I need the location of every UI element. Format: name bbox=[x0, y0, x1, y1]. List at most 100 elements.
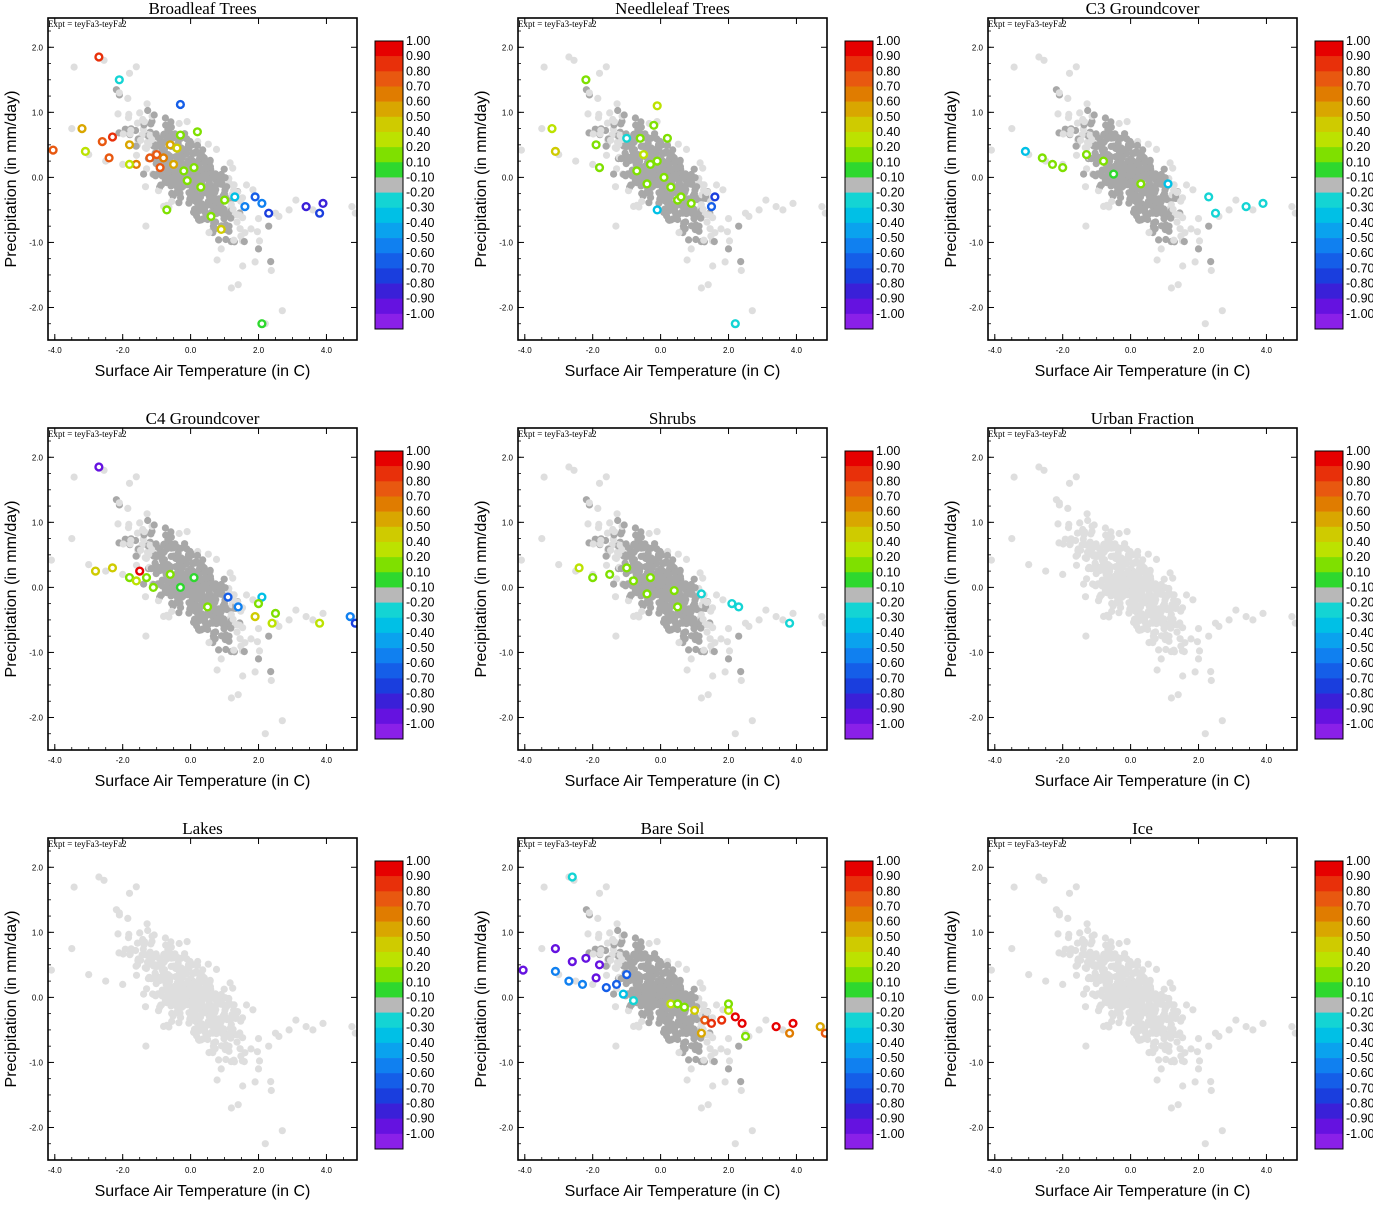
y-axis-label: Precipitation (in mm/day) bbox=[943, 501, 960, 678]
background-point bbox=[1128, 578, 1135, 585]
background-point bbox=[1090, 581, 1097, 588]
background-point bbox=[699, 165, 706, 172]
x-tick-label: 2.0 bbox=[723, 756, 735, 765]
background-point bbox=[141, 118, 148, 125]
colorbar-label: -0.40 bbox=[1346, 216, 1373, 230]
background-point bbox=[651, 966, 658, 973]
background-point bbox=[1119, 177, 1126, 184]
colorbar-swatch bbox=[1315, 481, 1343, 496]
background-point bbox=[762, 607, 769, 614]
background-point bbox=[762, 197, 769, 204]
background-point bbox=[222, 236, 229, 243]
data-point bbox=[712, 194, 719, 201]
background-point bbox=[114, 930, 121, 937]
background-point bbox=[612, 1043, 619, 1050]
colorbar-swatch bbox=[375, 876, 403, 891]
panel-title: Urban Fraction bbox=[1091, 409, 1195, 428]
background-point bbox=[114, 520, 121, 527]
background-point bbox=[211, 595, 218, 602]
background-point bbox=[711, 639, 718, 646]
background-point bbox=[233, 219, 240, 226]
background-point bbox=[703, 1009, 710, 1016]
background-point bbox=[717, 635, 724, 642]
background-point bbox=[691, 986, 698, 993]
background-point bbox=[215, 1056, 222, 1063]
colorbar-label: -0.30 bbox=[1346, 201, 1373, 215]
background-point bbox=[677, 983, 684, 990]
background-point bbox=[127, 947, 134, 954]
background-point bbox=[165, 974, 172, 981]
colorbar-swatch bbox=[375, 906, 403, 921]
background-point bbox=[570, 467, 577, 474]
background-point bbox=[168, 590, 175, 597]
background-point bbox=[151, 931, 158, 938]
background-point bbox=[268, 1087, 275, 1094]
background-point bbox=[1073, 553, 1080, 560]
background-point bbox=[711, 648, 718, 655]
background-point bbox=[157, 1002, 164, 1009]
background-point bbox=[612, 183, 619, 190]
background-point bbox=[1196, 237, 1203, 244]
data-point bbox=[1100, 158, 1107, 165]
background-point bbox=[675, 1049, 682, 1056]
background-point bbox=[229, 575, 236, 582]
background-point bbox=[213, 966, 220, 973]
background-point bbox=[518, 557, 525, 564]
background-point bbox=[671, 614, 678, 621]
colorbar-swatch bbox=[375, 299, 403, 314]
colorbar-label: -0.20 bbox=[876, 596, 905, 610]
background-point bbox=[168, 132, 175, 139]
background-point bbox=[194, 996, 201, 1003]
colorbar-label: 0.90 bbox=[1346, 459, 1370, 473]
background-point bbox=[749, 307, 756, 314]
y-tick-label: -2.0 bbox=[499, 713, 513, 722]
background-point bbox=[1187, 635, 1194, 642]
expt-label: Expt = teyFa3-teyFa2 bbox=[988, 19, 1067, 29]
background-point bbox=[597, 537, 604, 544]
data-point bbox=[143, 574, 150, 581]
background-point bbox=[1132, 620, 1139, 627]
background-point bbox=[194, 142, 201, 149]
data-point bbox=[109, 565, 116, 572]
data-point bbox=[623, 971, 630, 978]
data-point bbox=[116, 76, 123, 83]
background-point bbox=[1183, 591, 1190, 598]
background-point bbox=[586, 909, 593, 916]
background-point bbox=[725, 625, 732, 632]
background-point bbox=[173, 988, 180, 995]
data-point bbox=[150, 584, 157, 591]
background-point bbox=[646, 940, 653, 947]
background-point bbox=[114, 110, 121, 117]
background-point bbox=[213, 617, 220, 624]
background-point bbox=[1129, 595, 1136, 602]
background-point bbox=[660, 150, 667, 157]
background-point bbox=[682, 1045, 689, 1052]
y-tick-label: -1.0 bbox=[29, 648, 43, 657]
background-point bbox=[698, 1104, 705, 1111]
colorbar-label: 0.50 bbox=[406, 930, 430, 944]
data-point bbox=[678, 194, 685, 201]
background-point bbox=[675, 229, 682, 236]
colorbar-label: 0.70 bbox=[1346, 79, 1370, 93]
colorbar-label: -0.60 bbox=[406, 1066, 435, 1080]
colorbar-label: 0.90 bbox=[406, 49, 430, 63]
colorbar-label: 1.00 bbox=[406, 444, 430, 458]
background-point bbox=[252, 668, 259, 675]
background-point bbox=[133, 972, 140, 979]
background-point bbox=[595, 521, 602, 528]
background-point bbox=[275, 1033, 282, 1040]
data-point bbox=[106, 155, 113, 162]
background-point bbox=[709, 672, 716, 679]
colorbar-swatch bbox=[375, 253, 403, 268]
background-point bbox=[638, 1000, 645, 1007]
background-point bbox=[699, 575, 706, 582]
background-point bbox=[722, 1078, 729, 1085]
background-point bbox=[713, 181, 720, 188]
background-point bbox=[157, 182, 164, 189]
background-point bbox=[233, 1039, 240, 1046]
background-point bbox=[691, 166, 698, 173]
background-point bbox=[1226, 206, 1233, 213]
x-tick-label: -2.0 bbox=[1056, 756, 1070, 765]
background-point bbox=[218, 245, 225, 252]
